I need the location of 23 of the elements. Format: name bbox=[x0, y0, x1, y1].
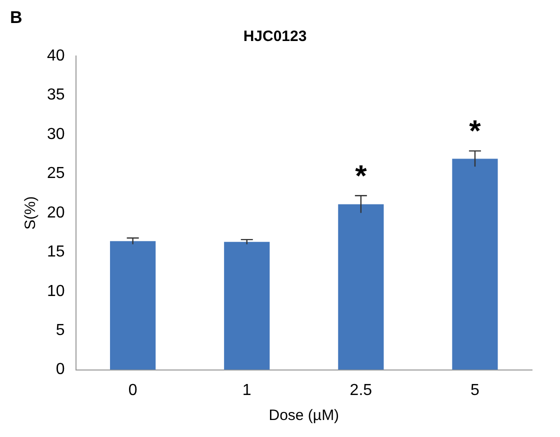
text: B bbox=[10, 8, 22, 28]
x-axis-title: Dose (µM) bbox=[268, 407, 340, 424]
y-tick-label: 35 bbox=[47, 86, 65, 104]
chart-title: HJC0123 bbox=[243, 28, 307, 46]
y-tick-label: 25 bbox=[47, 165, 65, 182]
y-tick-label: 0 bbox=[56, 361, 65, 378]
x-tick-label: 0 bbox=[128, 382, 138, 399]
y-tick-label: 15 bbox=[47, 244, 65, 261]
x-tick-label: 5 bbox=[470, 382, 480, 399]
x-tick-label: 1 bbox=[242, 382, 252, 399]
annotation: * bbox=[469, 115, 482, 148]
bar bbox=[224, 242, 270, 370]
y-axis-title: S(%) bbox=[22, 196, 40, 230]
bar bbox=[452, 158, 498, 370]
y-tick-label: 30 bbox=[47, 126, 65, 143]
bar bbox=[110, 241, 156, 370]
y-tick-label: 40 bbox=[47, 47, 65, 64]
annotation: * bbox=[355, 160, 368, 193]
y-tick-label: 5 bbox=[56, 322, 65, 339]
y-tick-label: 10 bbox=[47, 282, 65, 300]
y-tick-label: 20 bbox=[47, 204, 65, 222]
bar bbox=[338, 204, 384, 370]
x-tick-label: 2.5 bbox=[350, 382, 372, 399]
